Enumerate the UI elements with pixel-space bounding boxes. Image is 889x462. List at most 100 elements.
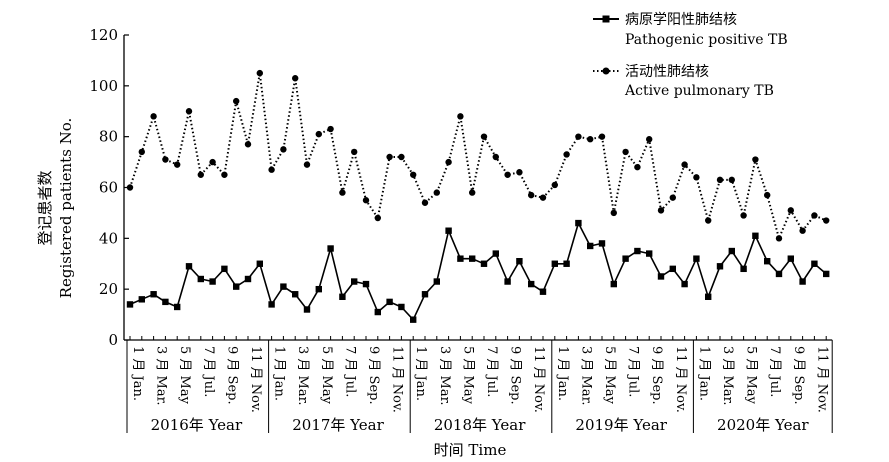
data-point-active <box>669 194 676 201</box>
data-point-active <box>587 136 594 143</box>
data-point-positive <box>634 247 641 255</box>
data-point-positive <box>469 255 476 262</box>
x-month-label: 3 月 Mar. <box>437 346 452 406</box>
data-point-active <box>516 169 523 176</box>
y-tick-label: 0 <box>108 331 118 349</box>
data-point-active <box>374 214 381 222</box>
data-point-positive <box>575 219 582 227</box>
data-point-positive <box>563 260 570 267</box>
data-point-positive <box>433 278 440 285</box>
data-point-active <box>823 217 830 224</box>
x-month-label: 11 月 Nov. <box>248 346 263 413</box>
data-point-active <box>752 156 759 163</box>
data-point-positive <box>268 301 275 308</box>
x-month-label: 1 月 Jan. <box>555 346 570 401</box>
data-point-positive <box>162 298 169 306</box>
data-point-active <box>764 191 771 199</box>
data-point-active <box>421 199 429 206</box>
data-point-active <box>681 161 688 168</box>
data-point-positive <box>764 258 771 265</box>
data-point-active <box>716 176 724 184</box>
data-point-active <box>292 75 299 82</box>
data-point-active <box>575 133 582 140</box>
x-month-label: 7 月 Jul. <box>767 346 782 397</box>
data-point-active <box>244 141 252 148</box>
data-point-positive <box>610 280 617 288</box>
data-point-active <box>256 69 263 77</box>
data-point-active <box>799 227 806 234</box>
data-point-active <box>693 174 700 181</box>
data-point-active <box>445 158 452 166</box>
y-tick-label: 40 <box>99 229 118 247</box>
data-point-positive <box>150 291 157 298</box>
data-point-active <box>351 148 358 156</box>
data-point-positive <box>398 303 405 311</box>
data-point-positive <box>504 278 511 285</box>
x-month-label: 9 月 Sep. <box>508 346 523 405</box>
y-tick-label: 20 <box>99 280 118 298</box>
data-point-positive <box>480 260 488 267</box>
x-month-label: 7 月 Jul. <box>484 346 499 397</box>
series-line-0 <box>129 222 827 321</box>
data-point-positive <box>445 227 452 234</box>
data-point-positive <box>752 232 759 239</box>
data-point-positive <box>233 283 240 290</box>
data-point-positive <box>775 270 783 278</box>
data-point-active <box>610 209 617 217</box>
data-point-active <box>551 181 558 189</box>
data-point-positive <box>292 291 299 298</box>
data-point-active <box>126 184 134 191</box>
data-point-positive <box>138 296 145 303</box>
data-point-positive <box>421 291 429 298</box>
data-point-active <box>162 156 169 163</box>
x-year-label: 2016年 Year <box>151 416 243 434</box>
x-month-label: 3 月 Mar. <box>720 346 735 406</box>
data-point-active <box>598 133 606 140</box>
legend-marker-square <box>602 15 610 23</box>
x-month-label: 11 月 Nov. <box>390 346 405 413</box>
y-tick-label: 60 <box>99 179 118 197</box>
data-point-positive <box>303 306 311 313</box>
data-point-positive <box>693 255 700 262</box>
x-month-label: 5 月 May <box>177 346 192 405</box>
y-axis-title-cn: 登记患者数 <box>36 170 54 245</box>
data-point-active <box>646 136 653 143</box>
data-point-positive <box>716 263 724 270</box>
data-point-active <box>622 148 629 156</box>
y-tick-label: 100 <box>89 77 118 95</box>
data-point-active <box>657 207 665 214</box>
data-point-positive <box>823 270 830 278</box>
y-axis: 0 20 40 60 80 100 120 <box>89 26 129 349</box>
data-point-active <box>362 197 370 204</box>
data-point-active <box>185 108 193 115</box>
data-point-positive <box>126 301 134 308</box>
data-point-active <box>138 148 145 156</box>
x-month-label: 7 月 Jul. <box>201 346 216 397</box>
data-point-positive <box>811 260 818 267</box>
data-point-active <box>563 151 570 158</box>
data-point-active <box>457 113 464 120</box>
x-month-label: 5 月 May <box>744 346 759 405</box>
data-point-active <box>740 212 747 219</box>
x-year-label: 2019年 Year <box>575 416 667 434</box>
data-point-positive <box>185 263 193 270</box>
x-axis: 1 月 Jan. 3 月 Mar. 5 月 May 7 月 Jul. 9 月 Sep. 1… <box>124 336 833 434</box>
data-point-positive <box>327 245 334 252</box>
data-point-active <box>150 113 157 120</box>
x-month-label: 5 月 May <box>319 346 334 405</box>
data-point-active <box>492 153 499 161</box>
data-point-positive <box>256 260 263 267</box>
data-point-positive <box>374 308 381 316</box>
data-point-active <box>539 194 547 201</box>
data-point-positive <box>516 258 523 265</box>
data-point-active <box>174 161 181 168</box>
data-point-positive <box>528 280 535 288</box>
data-point-positive <box>598 240 606 247</box>
x-year-label: 2018年 Year <box>434 416 526 434</box>
x-month-label: 11 月 Nov. <box>673 346 688 413</box>
legend-item-positive: 病原学阳性肺结核 Pathogenic positive TB <box>593 12 788 48</box>
x-month-label: 9 月 Sep. <box>366 346 381 405</box>
x-month-label: 1 月 Jan. <box>272 346 287 401</box>
data-point-positive <box>221 265 228 273</box>
data-point-positive <box>539 288 547 295</box>
